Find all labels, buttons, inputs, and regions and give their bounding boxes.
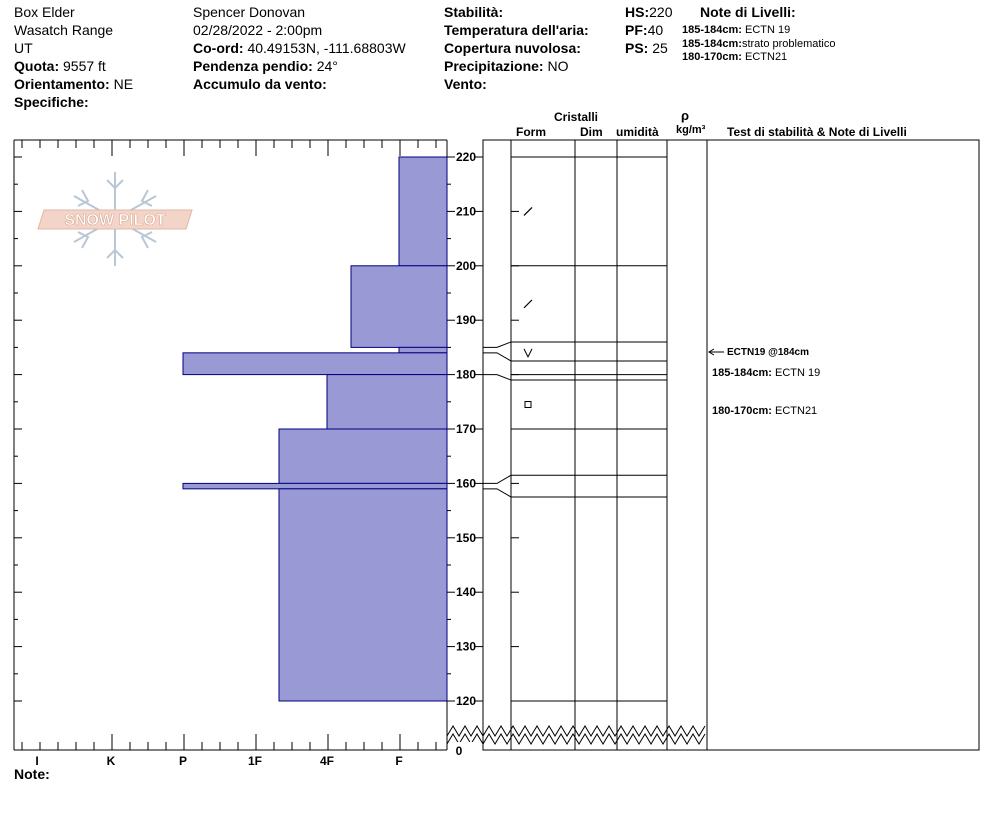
depth-tick-label: 170 (456, 422, 476, 436)
hardness-bar (398, 156, 448, 267)
logo-banner (37, 209, 193, 230)
logo-text: SNOW PILOT (64, 212, 166, 229)
specifics-label: Specifiche: (14, 94, 89, 110)
depth-tick-label: 120 (456, 694, 476, 708)
axis-break-line (446, 733, 706, 745)
site-location: Box Elder (14, 4, 75, 20)
hardness-bar (182, 482, 448, 490)
depth-tick-label: 160 (456, 476, 476, 490)
air-temp-label: Temperatura dell'aria: (444, 22, 589, 38)
observer-name: Spencer Donovan (193, 4, 306, 20)
test-note: 185-184cm: ECTN 19 (712, 367, 821, 379)
layer-notes-title: Note di Livelli: (700, 4, 796, 20)
coordinates: Co-ord: 40.49153N, -111.68803W (193, 40, 406, 56)
density-unit-header: kg/m³ (676, 124, 706, 136)
hardness-bar (326, 374, 448, 430)
crystal-form-faceted-icon (524, 401, 532, 409)
layer-note: 185-184cm: ECTN 19 (682, 24, 791, 36)
crystal-form-depth-hoar-icon (523, 348, 533, 358)
test-note: 180-170cm: ECTN21 (712, 405, 818, 417)
layer-note: 180-170cm: ECTN21 (682, 51, 788, 63)
layer-connector-line (483, 374, 512, 381)
tests-panel-frame (706, 139, 980, 751)
hardness-tick-label: K (107, 754, 116, 768)
moisture-header: umidità (616, 125, 659, 139)
hardness-tick-label: 4F (320, 754, 334, 768)
notes-label: Note: (14, 766, 50, 782)
axis-break-gap (449, 742, 481, 749)
axis-break-zigzag (446, 725, 706, 749)
elevation: Quota: 9557 ft (14, 58, 106, 74)
hs-depth: HS:220 (625, 4, 673, 20)
hardness-bar (278, 488, 448, 702)
tests-header: Test di stabilità & Note di Livelli (727, 125, 907, 139)
layer-connector-line (483, 488, 512, 498)
layer-connector-line (483, 341, 512, 348)
observation-datetime: 02/28/2022 - 2:00pm (193, 22, 323, 38)
hardness-bar (278, 428, 448, 484)
cloud-cover-label: Copertura nuvolosa: (444, 40, 581, 56)
ps-depth: PS: 25 (625, 40, 668, 56)
layer-connector-line (483, 352, 512, 362)
depth-tick-label: 220 (456, 150, 476, 164)
hardness-bar (398, 346, 448, 354)
test-pointer-arrow-icon (708, 348, 715, 356)
hardness-tick-label: 1F (248, 754, 262, 768)
stability-label: Stabilità: (444, 4, 504, 20)
hardness-tick-label: F (395, 754, 402, 768)
depth-tick-label: 190 (456, 313, 476, 327)
axis-break-line (446, 725, 706, 737)
hardness-bar (350, 265, 448, 348)
crystals-header: Cristalli (554, 110, 599, 124)
precipitation: Precipitazione: NO (444, 58, 569, 74)
pf-depth: PF:40 (625, 22, 664, 38)
wind-loading-label: Accumulo da vento: (193, 76, 327, 92)
layer-connector-line (483, 474, 512, 484)
depth-tick-label: 210 (456, 204, 476, 218)
depth-tick-label: 130 (456, 640, 476, 654)
depth-tick-label: 200 (456, 259, 476, 273)
wind-label: Vento: (444, 76, 487, 92)
layer-note: 185-184cm:strato problematico (682, 38, 836, 50)
aspect: Orientamento: NE (14, 76, 134, 92)
hardness-bar (182, 352, 448, 376)
form-header: Form (516, 125, 546, 139)
dim-header: Dim (580, 125, 603, 139)
crystal-grid-frame (482, 139, 708, 751)
site-range: Wasatch Range (14, 22, 114, 38)
test-result-marker: ECTN19 @184cm (727, 347, 810, 358)
slope-angle: Pendenza pendio: 24° (193, 58, 338, 74)
crystal-form-precipitation-icon (523, 206, 533, 216)
crystal-form-precipitation-icon (523, 299, 533, 309)
density-symbol-header: ρ (681, 108, 690, 123)
ground-depth-label: 0 (456, 744, 463, 758)
site-state: UT (14, 40, 33, 56)
depth-tick-label: 140 (456, 585, 476, 599)
depth-tick-label: 180 (456, 368, 476, 382)
hardness-tick-label: I (35, 754, 38, 768)
hardness-tick-label: P (179, 754, 187, 768)
depth-tick-label: 150 (456, 531, 476, 545)
